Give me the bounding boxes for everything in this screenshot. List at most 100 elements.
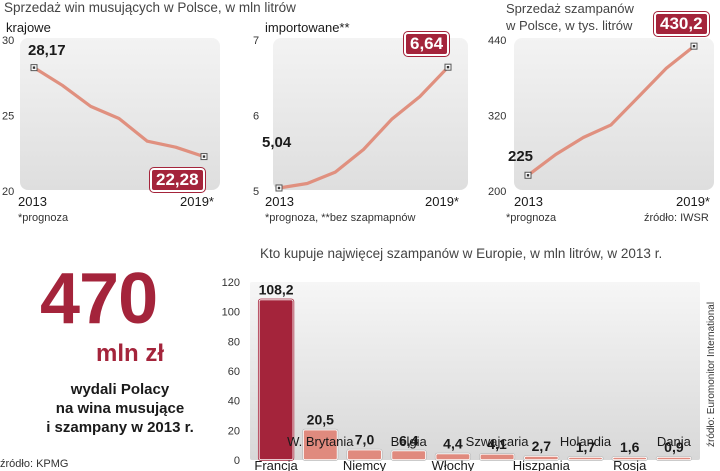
bar-Holandia: [567, 456, 604, 461]
infobox-line3: i szampany w 2013 r.: [46, 419, 194, 436]
y-tick-label-krajowe: 30: [2, 35, 14, 47]
series-line-importowane: [277, 65, 450, 190]
series-line-szampany: [526, 44, 696, 177]
bar-outline: [390, 449, 427, 461]
bar-y-tick-label: 40: [228, 396, 240, 408]
bar-category-label: Holandia: [560, 434, 612, 449]
bar-category-label: Włochy: [432, 458, 475, 471]
bar-outline: [567, 456, 604, 461]
bar-outline: [346, 448, 383, 461]
bar-y-tick-label: 80: [228, 336, 240, 348]
note-krajowe: *prognoza: [18, 212, 69, 224]
endpoint-dot-importowane: [446, 65, 450, 69]
endpoint-dot-importowane: [277, 186, 281, 190]
bar-value-label: 0,9: [664, 439, 684, 455]
bar-y-tick-label: 100: [222, 307, 240, 319]
data-label-end-krajowe: 22,28: [149, 167, 206, 193]
data-label-start-krajowe: 28,17: [28, 42, 66, 59]
bar-chart-title: Kto kupuje najwięcej szampanów w Europie…: [260, 246, 663, 261]
source-iwsr: źródło: IWSR: [644, 212, 709, 224]
endpoint-dot-szampany: [692, 44, 696, 48]
bar-outline: [611, 456, 648, 461]
bar-Szwajcaria: [479, 453, 516, 461]
bar-value-label: 1,6: [620, 439, 640, 455]
y-tick-label-krajowe: 25: [2, 111, 14, 123]
bar-Belgia: [390, 449, 427, 461]
y-tick-label-importowane: 5: [253, 186, 259, 198]
bar-category-label: Dania: [657, 434, 692, 449]
y-tick-label-szampany: 200: [488, 186, 506, 198]
bar-W. Brytania: [302, 428, 339, 461]
bar-category-label: Niemcy: [343, 458, 387, 471]
y-tick-label-szampany: 320: [488, 111, 506, 123]
bar-outline: [523, 455, 560, 461]
series-line-krajowe: [32, 66, 206, 159]
infobox-description: wydali Polacy na wina musujące i szampan…: [20, 380, 220, 437]
bar-outline: [302, 428, 339, 461]
bar-outline: [478, 453, 516, 461]
y-tick-label-szampany: 440: [488, 35, 506, 47]
data-label-start-importowane: 5,04: [262, 134, 292, 151]
bar-category-label: Francja: [254, 458, 298, 471]
bar-category-label: Belgia: [391, 434, 428, 449]
bar-outline: [655, 456, 693, 461]
panel-krajowe-background: [20, 38, 220, 190]
data-label-start-szampany: 225: [508, 148, 534, 165]
bar-Francja: [258, 298, 295, 461]
bar-y-tick-label: 60: [228, 366, 240, 378]
bar-value-label: 4,4: [443, 435, 463, 451]
bar-category-label: Szwajcaria: [466, 434, 530, 449]
x-label-first-szampany: 2013: [514, 194, 543, 209]
bar-value-label: 6,4: [399, 433, 419, 449]
bar-category-label: Hiszpania: [513, 458, 571, 471]
x-label-first-krajowe: 2013: [18, 194, 47, 209]
infobox-unit: mln zł: [96, 340, 165, 367]
panel-krajowe-title: krajowe: [6, 20, 51, 35]
bar-value-label: 108,2: [259, 282, 294, 298]
infobox-line1: wydali Polacy: [70, 381, 170, 398]
data-label-end-szampany: 430,2: [653, 11, 710, 37]
bar-Dania: [655, 456, 692, 461]
infobox-line2: na wina musujące: [55, 400, 185, 417]
note-szampany: *prognoza: [506, 212, 557, 224]
source-kpmg: źródło: KPMG: [0, 458, 69, 470]
x-label-last-szampany: 2019*: [676, 194, 710, 209]
bar-y-tick-label: 0: [234, 455, 240, 467]
data-label-end-importowane: 6,64: [402, 31, 451, 57]
bar-chart-background: [250, 282, 700, 460]
endpoint-dot-krajowe: [32, 66, 36, 69]
bar-outline: [434, 452, 472, 461]
bar-y-tick-label: 120: [222, 277, 240, 289]
bar-value-label: 20,5: [307, 412, 334, 428]
panel-szampany-title-line1: Sprzedaż szampanów: [506, 1, 634, 16]
infobox-number: 470: [40, 259, 158, 339]
panel-szampany-background: [514, 38, 714, 190]
bar-category-label: Rosja: [613, 458, 647, 471]
x-label-last-krajowe: 2019*: [180, 194, 214, 209]
bar-value-label: 4,1: [487, 436, 507, 452]
bar-Rosja: [611, 456, 648, 461]
bar-Włochy: [434, 452, 471, 461]
note-importowane: *prognoza, **bez szapmapnów: [265, 212, 416, 224]
bar-value-label: 1,7: [576, 439, 596, 455]
bar-y-tick-label: 20: [228, 425, 240, 437]
x-label-first-importowane: 2013: [265, 194, 294, 209]
y-tick-label-krajowe: 20: [2, 186, 14, 198]
bar-category-label: W. Brytania: [287, 434, 354, 449]
y-tick-label-importowane: 7: [253, 35, 259, 47]
bar-Niemcy: [346, 448, 383, 461]
panel-importowane-title: importowane**: [265, 20, 350, 35]
panel-szampany-title-line2: w Polsce, w tys. litrów: [506, 18, 633, 33]
bar-outline: [257, 298, 295, 461]
bar-value-label: 2,7: [532, 438, 552, 454]
bar-Hiszpania: [523, 455, 560, 461]
page-title: Sprzedaż win musujących w Polsce, w mln …: [4, 0, 296, 15]
y-tick-label-importowane: 6: [253, 111, 259, 123]
endpoint-dot-szampany: [526, 174, 530, 177]
panel-importowane-background: [273, 38, 468, 190]
x-label-last-importowane: 2019*: [425, 194, 459, 209]
bar-value-label: 7,0: [355, 432, 375, 448]
source-euromonitor: źródło: Euromonitor International: [706, 301, 717, 447]
